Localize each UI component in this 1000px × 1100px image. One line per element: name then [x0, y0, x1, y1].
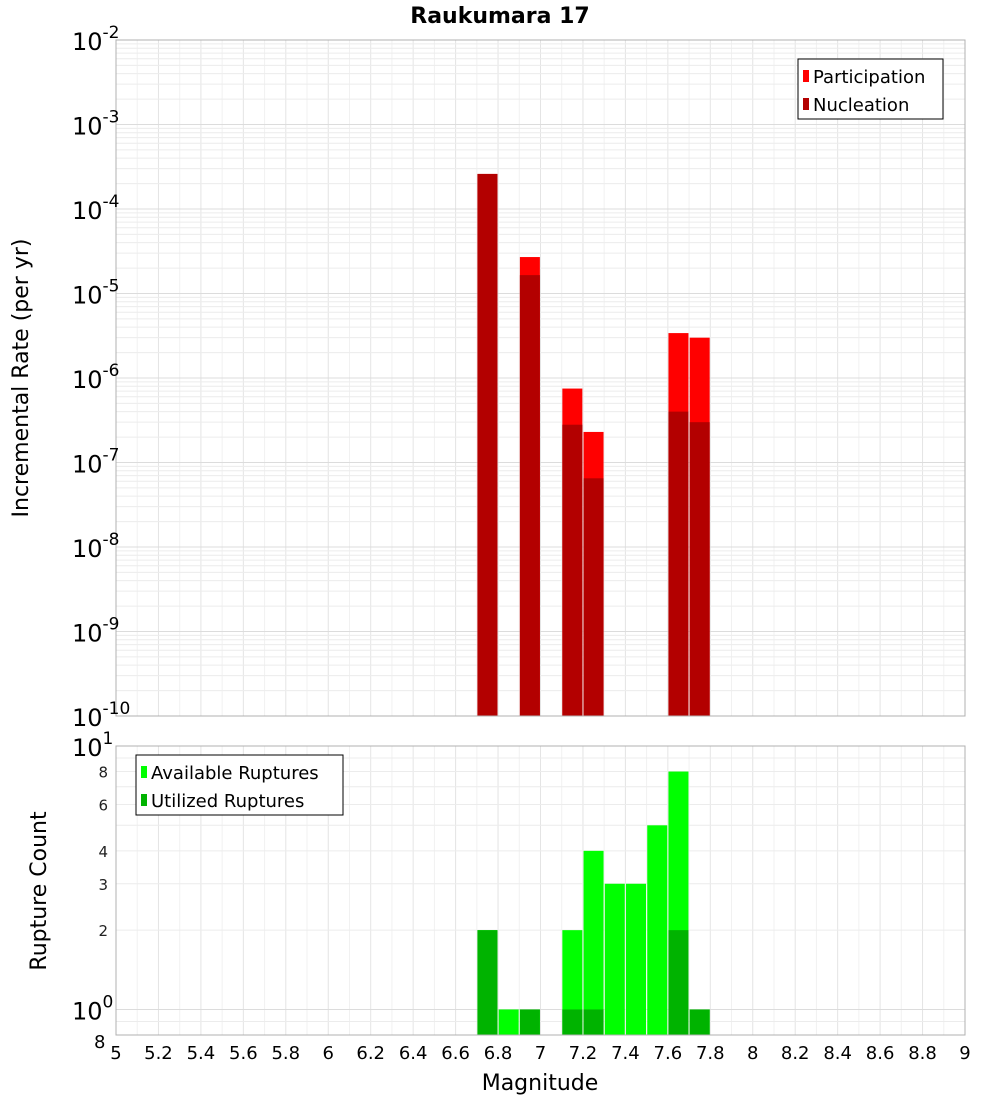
top-plot-area: 10-2 10-3 10-4 10-5 10-6 10-7 10-8 10-9 10-10 Par… [72, 23, 966, 732]
top-legend-label: Nucleation [813, 95, 909, 116]
top-y-tick-label: 10-10 [72, 699, 130, 732]
x-tick-label: 5.4 [187, 1043, 216, 1064]
bottom-legend-swatch [141, 766, 147, 778]
top-y-tick-label: 10-8 [72, 530, 120, 563]
available-ruptures-bar [647, 825, 668, 1035]
bottom-y-tick-label: 2 [98, 922, 108, 940]
x-tick-label: 8.4 [823, 1043, 852, 1064]
bottom-legend-swatch [141, 794, 147, 806]
x-tick-label: 8.6 [866, 1043, 895, 1064]
x-tick-label: 8.8 [908, 1043, 937, 1064]
available-ruptures-bar [562, 930, 583, 1035]
available-ruptures-bar [626, 883, 647, 1035]
x-tick-label: 9 [959, 1043, 970, 1064]
utilized-ruptures-bar [519, 1009, 540, 1035]
x-tick-label: 7.8 [696, 1043, 725, 1064]
nucleation-bar [519, 275, 540, 716]
x-tick-label: 5 [110, 1043, 121, 1064]
top-y-axis-label: Incremental Rate (per yr) [9, 239, 34, 518]
x-tick-label: 7 [535, 1043, 546, 1064]
x-tick-label: 6.6 [441, 1043, 470, 1064]
top-y-tick-label: 10-6 [72, 361, 120, 394]
top-legend-swatch [803, 98, 809, 110]
bottom-y-tick-label: 4 [98, 843, 108, 861]
x-tick-label: 6.8 [484, 1043, 513, 1064]
utilized-ruptures-bar [477, 930, 498, 1035]
bottom-y-major-label: 100 [72, 992, 113, 1025]
bottom-legend-label: Utilized Ruptures [151, 791, 304, 812]
bottom-y-tick-label: 3 [98, 876, 108, 894]
x-tick-label: 7.2 [569, 1043, 598, 1064]
top-legend [797, 58, 944, 120]
x-tick-label: 6.4 [399, 1043, 428, 1064]
nucleation-bar [668, 411, 689, 716]
available-ruptures-bar [604, 883, 625, 1035]
bottom-border [115, 745, 966, 1036]
x-tick-label: 5.6 [229, 1043, 258, 1064]
nucleation-bar [562, 424, 583, 716]
utilized-ruptures-bar [583, 1009, 604, 1035]
x-tick-label: 7.4 [611, 1043, 640, 1064]
chart-title: Raukumara 17 [410, 4, 589, 29]
bottom-y-min-label: 8 [94, 1032, 105, 1053]
x-tick-label: 5.2 [144, 1043, 173, 1064]
utilized-ruptures-bar [668, 930, 689, 1035]
utilized-ruptures-bar [562, 1009, 583, 1035]
top-y-tick-label: 10-9 [72, 615, 120, 648]
x-tick-label: 5.8 [271, 1043, 300, 1064]
bottom-legend-label: Available Ruptures [151, 763, 319, 784]
x-tick-label: 6 [323, 1043, 334, 1064]
utilized-ruptures-bar [689, 1009, 710, 1035]
x-tick-label: 8 [747, 1043, 758, 1064]
top-y-tick-label: 10-7 [72, 446, 120, 479]
bottom-y-axis-label: Rupture Count [27, 811, 52, 971]
x-axis-label: Magnitude [482, 1071, 599, 1096]
bottom-legend [135, 754, 344, 816]
bottom-y-tick-label: 6 [98, 796, 108, 814]
top-border [115, 39, 966, 717]
x-tick-label: 8.2 [781, 1043, 810, 1064]
top-y-tick-label: 10-5 [72, 277, 120, 310]
nucleation-bar [583, 478, 604, 716]
top-y-tick-label: 10-2 [72, 23, 120, 56]
available-ruptures-bar [583, 850, 604, 1035]
top-legend-label: Participation [813, 67, 925, 88]
bottom-y-tick-label: 8 [98, 764, 108, 782]
top-y-tick-label: 10-3 [72, 108, 120, 141]
x-tick-label: 7.6 [654, 1043, 683, 1064]
nucleation-bar [477, 173, 498, 716]
x-tick-label: 6.2 [356, 1043, 385, 1064]
bottom-y-major-label: 101 [72, 729, 113, 762]
top-y-tick-label: 10-4 [72, 192, 120, 225]
available-ruptures-bar [498, 1009, 519, 1035]
nucleation-bar [689, 422, 710, 716]
top-legend-swatch [803, 70, 809, 82]
